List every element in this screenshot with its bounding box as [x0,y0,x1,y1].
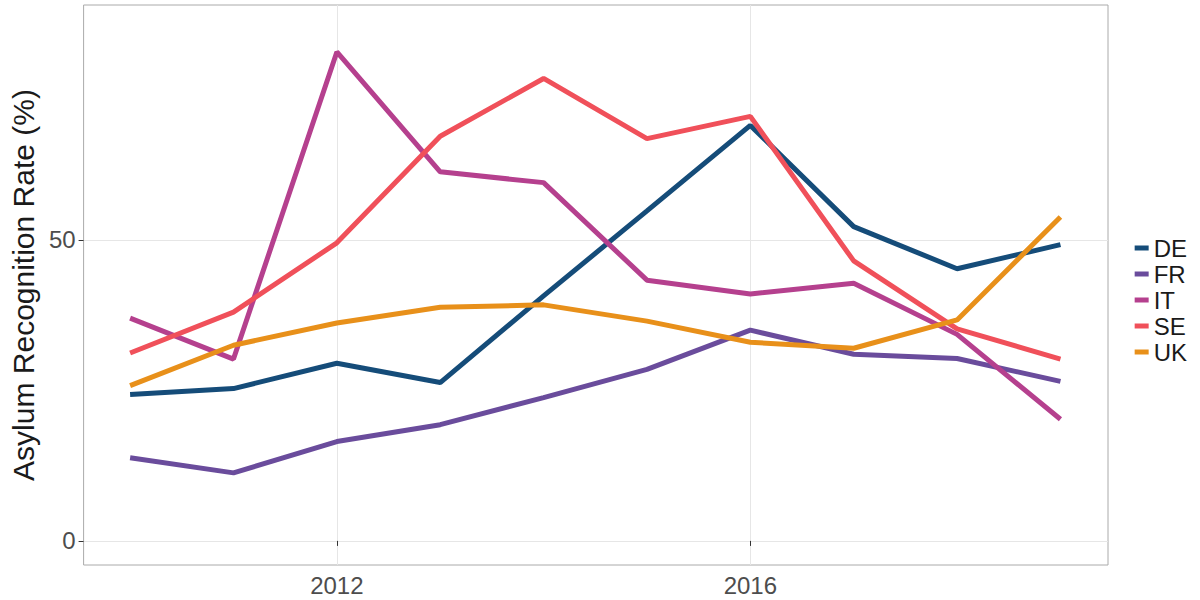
svg-text:2012: 2012 [310,572,363,599]
svg-text:SE: SE [1154,313,1186,340]
svg-text:UK: UK [1154,339,1187,366]
svg-text:FR: FR [1154,261,1186,288]
svg-text:50: 50 [49,226,76,253]
svg-text:2016: 2016 [724,572,777,599]
svg-text:Asylum Recognition Rate (%): Asylum Recognition Rate (%) [7,89,40,481]
svg-text:0: 0 [62,527,75,554]
svg-text:DE: DE [1154,235,1187,262]
svg-text:IT: IT [1154,287,1176,314]
